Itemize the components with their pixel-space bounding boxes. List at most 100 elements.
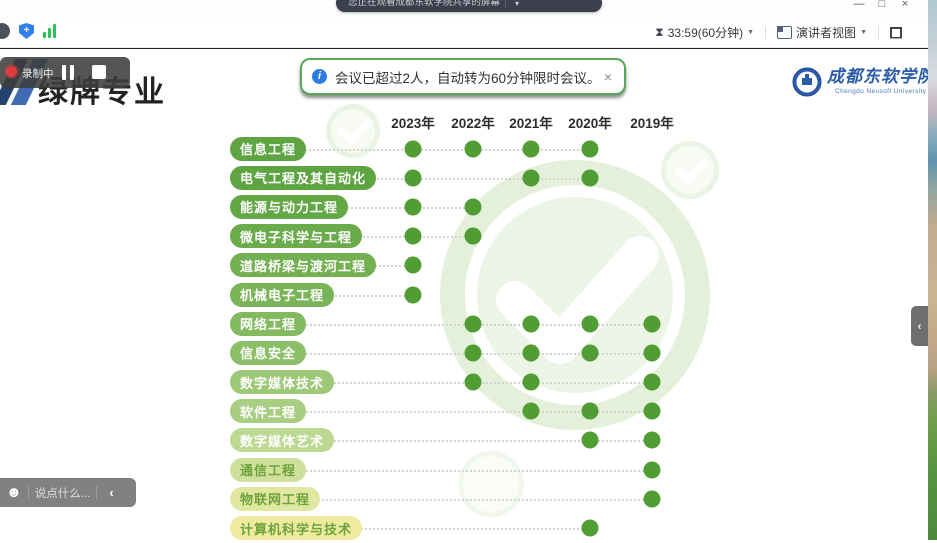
close-button[interactable]: × bbox=[901, 0, 909, 10]
chart-row: 道路桥梁与渡河工程 bbox=[230, 251, 680, 280]
chart-row: 通信工程 bbox=[230, 455, 680, 484]
chevron-down-icon[interactable]: ▾ bbox=[515, 0, 520, 8]
stop-recording-button[interactable] bbox=[92, 65, 106, 79]
chart-row: 软件工程 bbox=[230, 397, 680, 426]
year-dot bbox=[581, 169, 599, 187]
notification-text: 会议已超过2人，自动转为60分钟限时会议。 bbox=[335, 70, 601, 86]
shield-plus-icon[interactable]: + bbox=[19, 23, 34, 39]
dotted-line bbox=[234, 469, 652, 472]
encryption-icon[interactable] bbox=[0, 23, 10, 39]
chart-row: 信息安全 bbox=[230, 338, 680, 367]
maximize-button[interactable]: □ bbox=[878, 0, 886, 10]
year-dot bbox=[522, 140, 540, 158]
recording-label: 录制中 bbox=[22, 68, 54, 80]
year-dot bbox=[464, 198, 482, 216]
window-controls: — □ × bbox=[852, 0, 912, 11]
year-label: 2021年 bbox=[509, 116, 553, 131]
year-dot bbox=[643, 402, 661, 420]
divider bbox=[27, 485, 29, 500]
year-dot bbox=[464, 315, 482, 333]
info-icon: i bbox=[312, 69, 327, 84]
year-dot bbox=[581, 431, 599, 449]
fullscreen-icon[interactable] bbox=[890, 27, 902, 39]
watermark-ghost-check-icon bbox=[338, 120, 370, 145]
major-pill: 电气工程及其自动化 bbox=[230, 165, 377, 190]
watermark-ghost-circle bbox=[458, 451, 524, 517]
chart-row: 能源与动力工程 bbox=[230, 192, 680, 221]
divider bbox=[765, 26, 767, 39]
year-dot bbox=[643, 490, 661, 508]
university-subtitle: Chengdu Neusoft University bbox=[835, 88, 927, 95]
divider bbox=[96, 485, 98, 500]
recording-dot-icon bbox=[6, 66, 17, 77]
major-pill: 信息工程 bbox=[230, 136, 307, 161]
major-pill: 软件工程 bbox=[230, 399, 307, 424]
chart-row: 数字媒体艺术 bbox=[230, 426, 680, 455]
year-dot bbox=[404, 198, 422, 216]
meeting-toolbar: + ⧗ 33:59(60分钟) ▼ 演讲者视图 ▼ bbox=[0, 18, 928, 48]
year-dot bbox=[581, 315, 599, 333]
dotted-line bbox=[234, 382, 652, 385]
shared-slide: 绿牌专业 录制中 i 会议已超过2人，自动转为60分钟限时会议。 × 成都东软学… bbox=[0, 49, 934, 543]
chart-rows: 信息工程电气工程及其自动化 能源与动力工程微电子科学与工程 道路桥梁与渡河工程 机械电… bbox=[230, 134, 680, 543]
major-pill: 通信工程 bbox=[230, 457, 307, 482]
dotted-line bbox=[234, 498, 652, 501]
major-pill: 微电子科学与工程 bbox=[230, 224, 363, 249]
major-pill: 道路桥梁与渡河工程 bbox=[230, 253, 377, 278]
panel-collapse-handle[interactable]: ‹ bbox=[911, 306, 928, 346]
chevron-down-icon[interactable]: ▼ bbox=[860, 29, 867, 36]
year-label: 2023年 bbox=[391, 116, 435, 131]
dotted-line bbox=[234, 206, 473, 209]
major-pill: 数字媒体艺术 bbox=[230, 428, 335, 453]
green-card-majors-chart: 2023年 2022年 2021年 2020年 2019年 信息工程电气工程及其自动化能… bbox=[230, 112, 680, 543]
chart-row: 微电子科学与工程 bbox=[230, 222, 680, 251]
year-dot bbox=[404, 256, 422, 274]
university-name: 成都东软学院 bbox=[827, 67, 935, 86]
meeting-notification: i 会议已超过2人，自动转为60分钟限时会议。 × bbox=[300, 58, 626, 95]
year-dot bbox=[643, 344, 661, 362]
chart-row: 信息工程 bbox=[230, 134, 680, 163]
chat-quick-bar[interactable]: ☻ 说点什么... ‹ bbox=[0, 478, 136, 507]
view-mode-selector[interactable]: 演讲者视图 ▼ bbox=[777, 24, 867, 41]
dotted-line bbox=[234, 528, 590, 531]
chart-row: 网络工程 bbox=[230, 309, 680, 338]
chat-input[interactable]: 说点什么... bbox=[34, 487, 91, 500]
year-dot bbox=[464, 344, 482, 362]
year-dot bbox=[643, 461, 661, 479]
year-dot bbox=[581, 402, 599, 420]
watermark-check-icon bbox=[496, 236, 659, 364]
year-dot bbox=[581, 140, 599, 158]
year-header-row: 2023年 2022年 2021年 2020年 2019年 bbox=[230, 112, 680, 134]
year-dot bbox=[581, 344, 599, 362]
year-dot bbox=[404, 227, 422, 245]
university-emblem-icon bbox=[792, 67, 822, 97]
major-pill: 机械电子工程 bbox=[230, 282, 335, 307]
year-dot bbox=[404, 169, 422, 187]
chevron-down-icon[interactable]: ▼ bbox=[747, 29, 755, 36]
emoji-icon[interactable]: ☻ bbox=[6, 484, 22, 501]
year-dot bbox=[522, 402, 540, 420]
notification-close-icon[interactable]: × bbox=[603, 68, 612, 85]
year-dot bbox=[404, 286, 422, 304]
chat-collapse-icon[interactable]: ‹ bbox=[109, 485, 114, 500]
meeting-timer[interactable]: ⧗ 33:59(60分钟) ▼ bbox=[655, 24, 754, 41]
dotted-line bbox=[234, 352, 652, 355]
signal-strength-icon[interactable] bbox=[43, 24, 56, 38]
year-dot bbox=[404, 140, 422, 158]
pause-recording-button[interactable] bbox=[62, 65, 76, 80]
divider bbox=[505, 0, 507, 8]
year-dot bbox=[643, 431, 661, 449]
dotted-line bbox=[234, 440, 652, 443]
dotted-line bbox=[234, 323, 652, 326]
chart-row: 数字媒体技术 bbox=[230, 368, 680, 397]
chart-row: 物联网工程 bbox=[230, 484, 680, 513]
view-mode-label: 演讲者视图 bbox=[796, 26, 857, 40]
recording-badge: 录制中 bbox=[0, 57, 130, 88]
chart-row: 机械电子工程 bbox=[230, 280, 680, 309]
desktop-wallpaper-strip bbox=[928, 0, 937, 540]
chevron-left-icon: ‹ bbox=[917, 319, 922, 333]
screen-share-banner[interactable]: 您正在观看成都东软学院共享的屏幕 ▾ bbox=[336, 0, 602, 12]
year-dot bbox=[464, 373, 482, 391]
screen-share-banner-text: 您正在观看成都东软学院共享的屏幕 bbox=[348, 0, 501, 8]
minimize-button[interactable]: — bbox=[853, 0, 865, 10]
